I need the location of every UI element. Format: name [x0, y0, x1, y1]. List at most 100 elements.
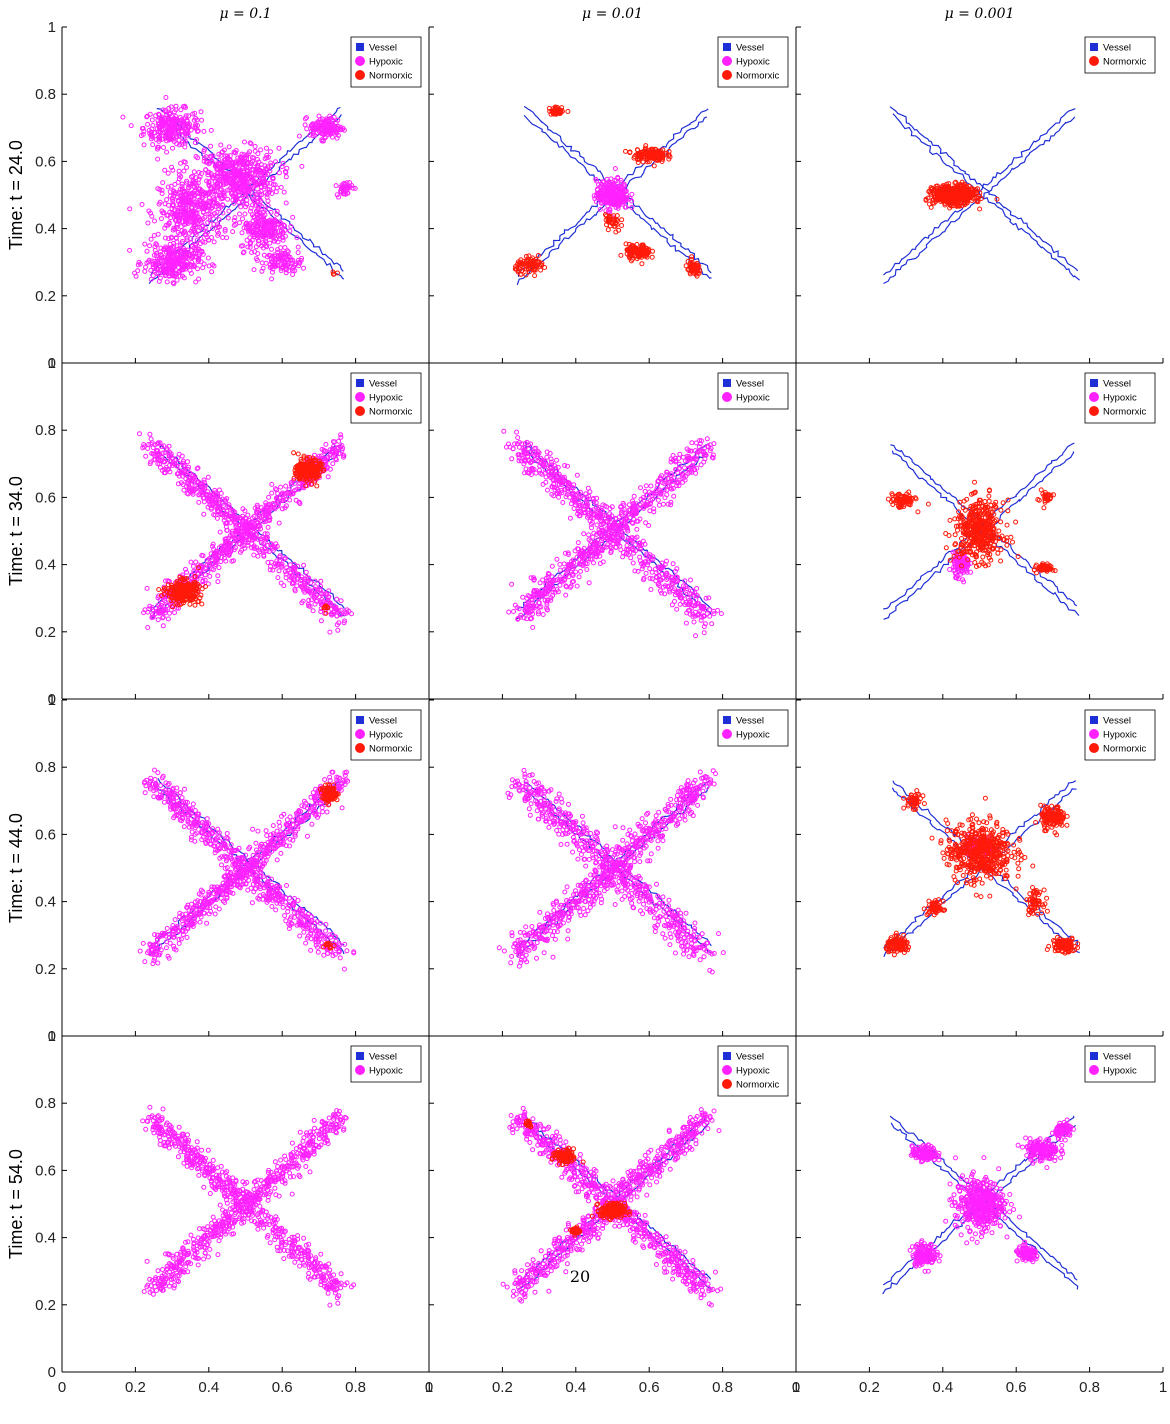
hypoxic-cell	[170, 145, 175, 151]
hypoxic-cell	[270, 176, 276, 182]
hypoxic-cell	[187, 210, 193, 215]
hypoxic-cell	[186, 230, 192, 236]
y-tick-label: 1	[48, 19, 56, 36]
hypoxic-cell	[226, 144, 232, 150]
hypoxic-cell	[169, 164, 175, 170]
hypoxic-cell	[215, 579, 221, 585]
hypoxic-cell	[302, 122, 308, 128]
hypoxic-cell	[159, 216, 164, 222]
hypoxic-cell	[241, 172, 247, 177]
hypoxic-cell	[225, 196, 231, 202]
hypoxic-cell	[201, 511, 207, 517]
hypoxic-cell	[238, 204, 244, 210]
hypoxic-cell	[183, 113, 189, 119]
hypoxic-cell	[262, 178, 268, 184]
hypoxic-cell	[181, 168, 187, 174]
hypoxic-cell	[144, 113, 150, 119]
normoxic-cell	[640, 159, 646, 165]
hypoxic-cell	[198, 259, 204, 265]
hypoxic-cell	[170, 167, 176, 173]
hypoxic-cell	[240, 216, 245, 222]
hypoxic-cell	[149, 117, 155, 123]
hypoxic-cell	[144, 248, 150, 254]
hypoxic-cell	[221, 189, 227, 195]
hypoxic-cell	[160, 118, 166, 124]
hypoxic-cell	[334, 596, 340, 602]
hypoxic-cell	[303, 569, 309, 575]
hypoxic-cell	[169, 234, 174, 240]
hypoxic-cell	[287, 562, 293, 568]
hypoxic-cell	[318, 618, 324, 624]
hypoxic-cell	[181, 159, 187, 165]
hypoxic-cell	[193, 559, 199, 565]
hypoxic-cell	[195, 190, 201, 196]
hypoxic-cell	[184, 178, 190, 184]
normoxic-cell	[651, 163, 657, 169]
hypoxic-cell	[266, 494, 272, 500]
hypoxic-cell	[219, 173, 225, 179]
hypoxic-cell	[196, 170, 202, 175]
hypoxic-cell	[182, 140, 188, 146]
column-title: μ = 0.01	[582, 6, 643, 22]
hypoxic-cell	[259, 260, 265, 266]
hypoxic-cell	[335, 627, 341, 633]
hypoxic-cell	[269, 490, 275, 496]
hypoxic-cell	[141, 142, 147, 148]
hypoxic-cell	[250, 155, 255, 160]
hypoxic-cell	[175, 208, 181, 213]
hypoxic-cell	[236, 184, 242, 190]
hypoxic-cell	[189, 205, 194, 211]
hypoxic-cell	[184, 128, 190, 134]
hypoxic-cell	[186, 197, 192, 203]
hypoxic-cell	[194, 202, 200, 208]
column-title: μ = 0.1	[220, 6, 272, 22]
hypoxic-cell	[174, 277, 180, 283]
hypoxic-cell	[198, 109, 204, 115]
hypoxic-cell	[198, 235, 204, 241]
hypoxic-cell	[233, 183, 239, 189]
hypoxic-cell	[295, 244, 301, 250]
hypoxic-cell	[166, 105, 172, 111]
normoxic-cell	[295, 451, 301, 457]
legend-marker	[355, 70, 365, 80]
hypoxic-cell	[209, 173, 215, 179]
hypoxic-cell	[205, 255, 211, 261]
hypoxic-cell	[246, 170, 252, 176]
hypoxic-cell	[176, 168, 182, 174]
hypoxic-cell	[247, 208, 253, 214]
hypoxic-cell	[244, 153, 250, 159]
y-tick-label: 1	[48, 355, 56, 372]
hypoxic-cell	[296, 133, 302, 139]
hypoxic-cell	[163, 135, 169, 141]
hypoxic-cell	[192, 110, 198, 116]
hypoxic-cell	[191, 169, 197, 175]
hypoxic-cell	[237, 177, 243, 183]
hypoxic-cell	[222, 226, 228, 232]
hypoxic-cell	[156, 138, 162, 144]
hypoxic-cell	[273, 189, 279, 195]
hypoxic-cell	[164, 279, 170, 285]
hypoxic-cell	[190, 173, 196, 179]
hypoxic-cell	[325, 474, 331, 480]
legend-label: Hypoxic	[369, 393, 403, 404]
hypoxic-cell	[276, 145, 282, 151]
hypoxic-cell	[231, 169, 237, 175]
hypoxic-cell	[237, 160, 243, 166]
hypoxic-cell	[253, 244, 259, 250]
hypoxic-cell	[255, 251, 261, 257]
normoxic-cell	[618, 252, 624, 258]
hypoxic-cell	[299, 163, 305, 169]
hypoxic-cell	[207, 573, 213, 579]
hypoxic-cell	[164, 212, 170, 218]
hypoxic-cell	[155, 156, 161, 162]
hypoxic-cell	[178, 224, 184, 230]
hypoxic-cell	[187, 181, 193, 187]
hypoxic-cell	[165, 184, 171, 190]
hypoxic-cell	[218, 142, 224, 148]
hypoxic-cell	[206, 182, 212, 188]
y-tick-label: 0.4	[35, 221, 56, 238]
normoxic-cell	[619, 223, 625, 228]
hypoxic-cell	[155, 617, 161, 623]
hypoxic-cell	[208, 127, 214, 133]
hypoxic-cell	[168, 133, 174, 138]
